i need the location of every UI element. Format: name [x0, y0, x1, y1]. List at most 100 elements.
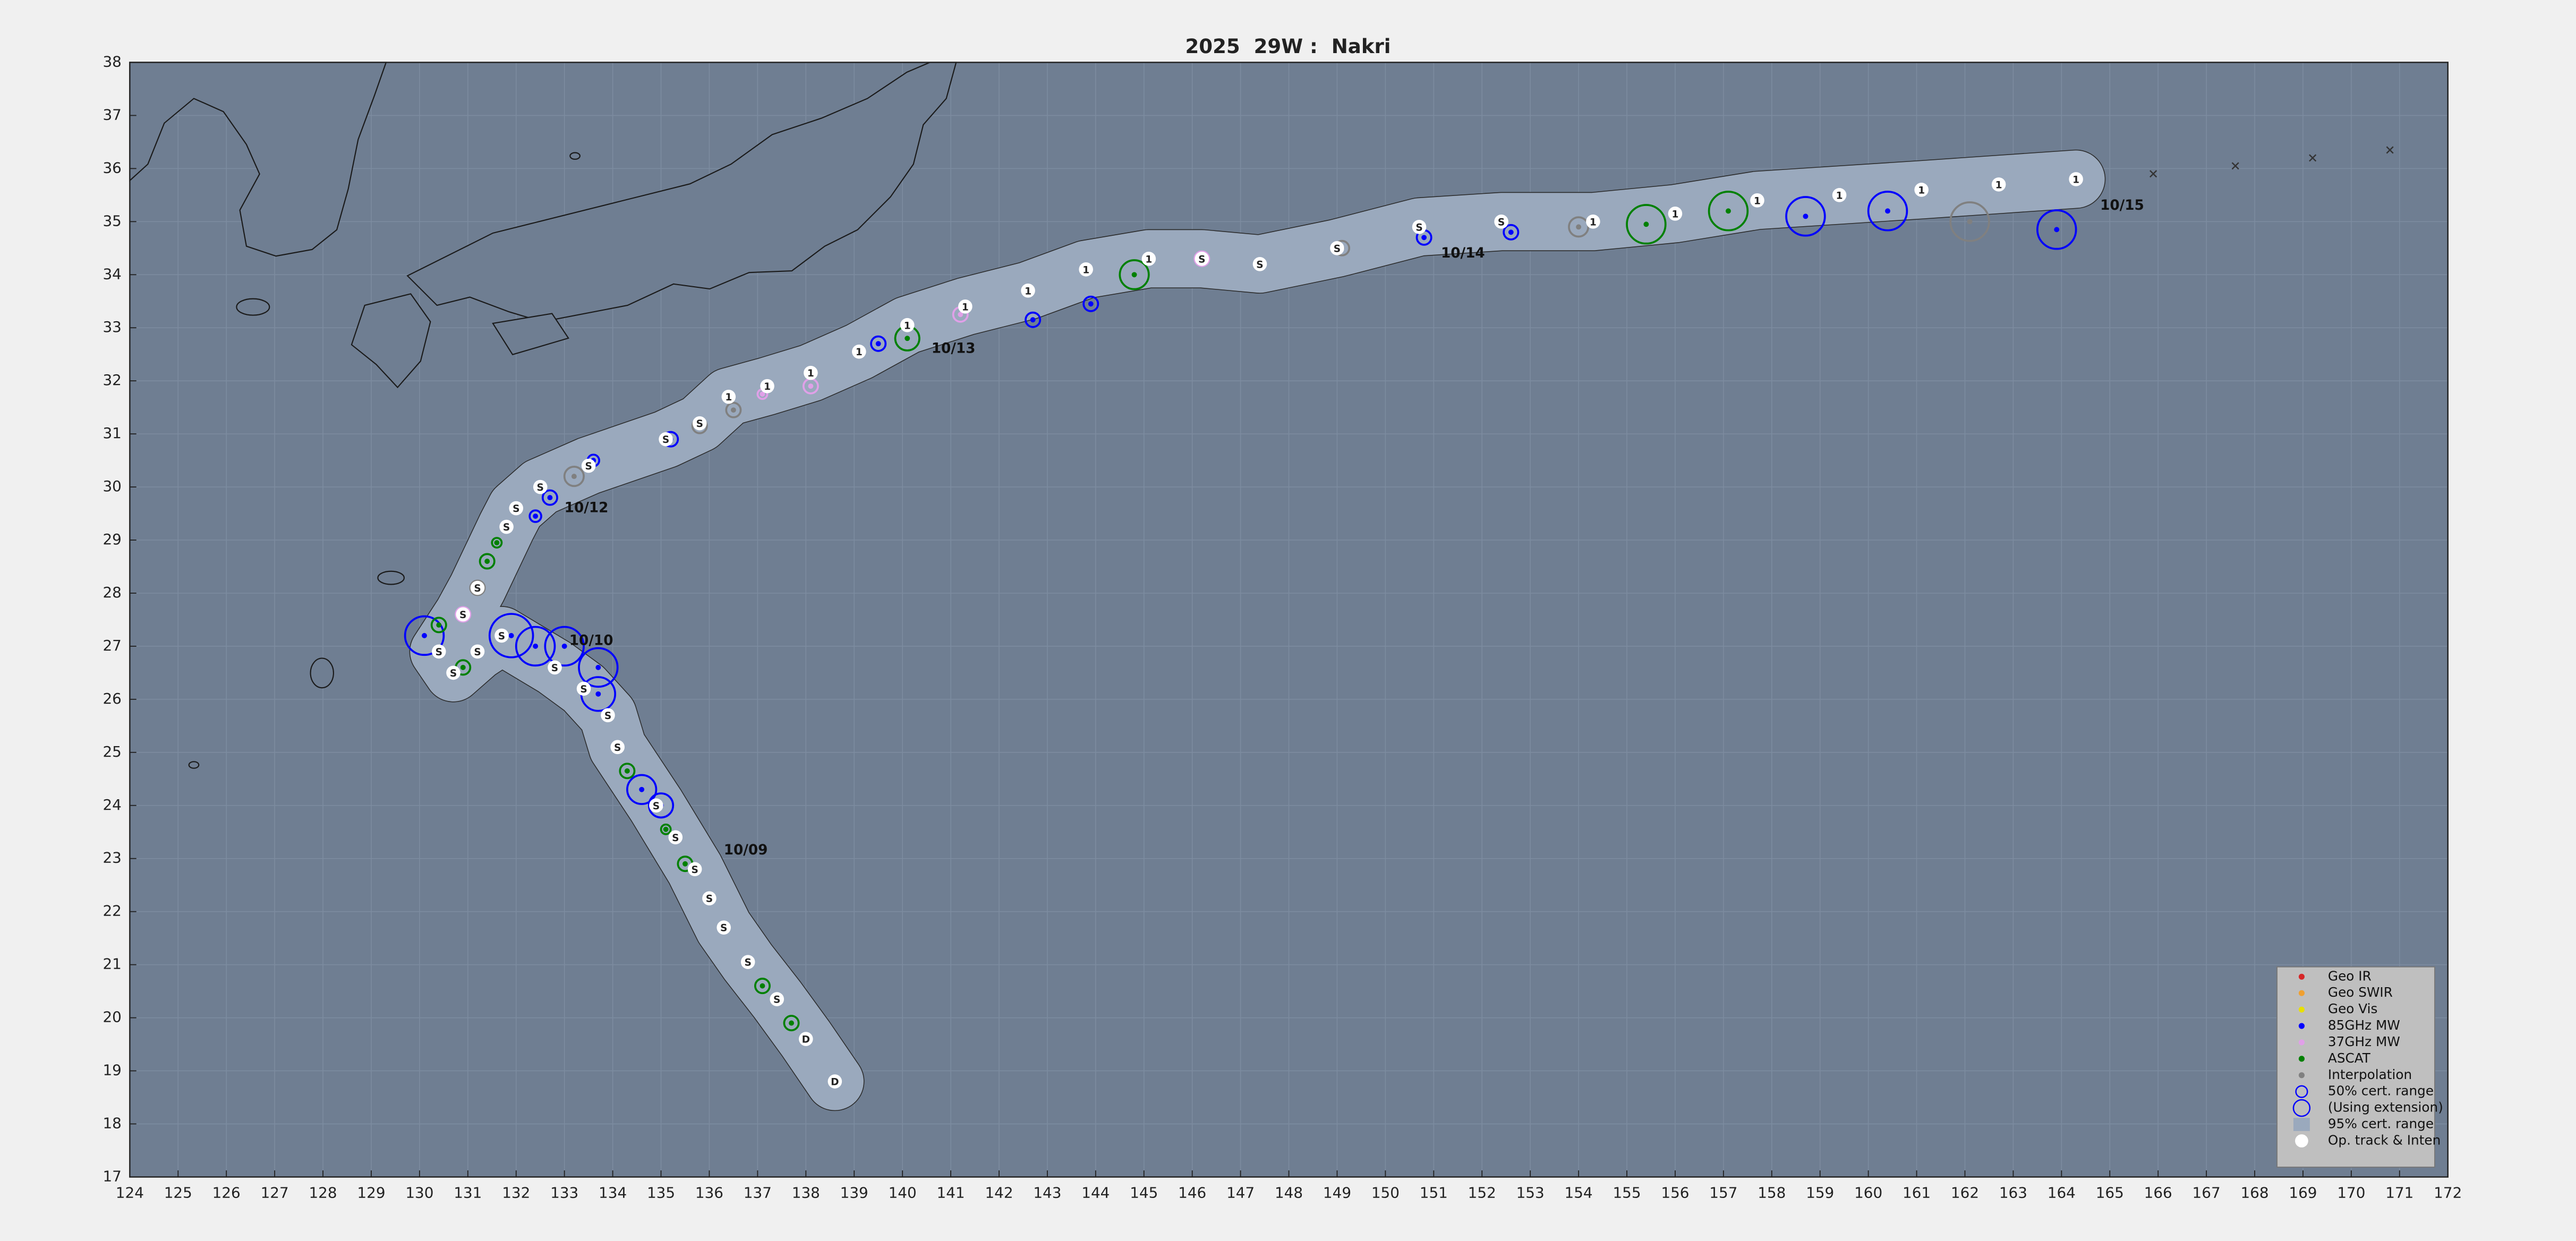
- envelope: [410, 150, 2105, 1110]
- y-tick-label: 31: [103, 424, 121, 442]
- fix-point: [624, 768, 630, 774]
- fix-point: [1421, 235, 1427, 241]
- x-tick-label: 156: [1661, 1184, 1689, 1201]
- chart-title: 2025 29W : Nakri: [1185, 35, 1391, 58]
- x-tick-label: 128: [309, 1184, 337, 1201]
- certainty-circle: [626, 774, 658, 805]
- track-point: [1991, 177, 2006, 192]
- fix-point: [595, 664, 601, 670]
- certainty-circle: [578, 647, 619, 688]
- y-tick-label: 23: [103, 849, 121, 867]
- certainty-circle: [488, 613, 534, 658]
- certainty-circle: [455, 606, 472, 623]
- certainty-circle: [1785, 196, 1826, 237]
- track-point: [958, 299, 973, 314]
- track-label: S: [1256, 259, 1263, 270]
- x-tick-label: 171: [2385, 1184, 2413, 1201]
- x-tick-label: 127: [261, 1184, 289, 1201]
- fix-point: [1803, 213, 1809, 219]
- track-label: S: [745, 957, 752, 969]
- legend-label: 37GHz MW: [2328, 1034, 2400, 1049]
- track-point: [1586, 215, 1600, 229]
- y-tick-label: 18: [103, 1114, 121, 1132]
- track-label: S: [653, 801, 660, 812]
- track-label: S: [706, 894, 713, 905]
- x-tick-label: 170: [2337, 1184, 2365, 1201]
- legend-marker: [2298, 1056, 2305, 1062]
- x-tick-label: 154: [1565, 1184, 1593, 1201]
- forecast-point: [2309, 154, 2317, 162]
- x-tick-label: 126: [212, 1184, 241, 1201]
- date-label: 10/10: [569, 632, 613, 648]
- fix-point: [1088, 301, 1094, 307]
- fix-point: [905, 336, 910, 341]
- track-label: S: [720, 923, 727, 934]
- track-label: 1: [1082, 264, 1089, 276]
- fix-point: [561, 643, 567, 649]
- y-tick-label: 30: [103, 477, 121, 495]
- x-tick-label: 125: [164, 1184, 192, 1201]
- track-point: [804, 365, 818, 380]
- track-label: S: [474, 583, 481, 594]
- certainty-circle: [469, 579, 486, 596]
- x-tick-label: 140: [889, 1184, 917, 1201]
- y-tick-label: 21: [103, 955, 121, 973]
- x-tick-label: 168: [2240, 1184, 2268, 1201]
- legend-marker: [2298, 990, 2305, 996]
- certainty-circle: [544, 626, 585, 667]
- legend-label: Op. track & Inten: [2328, 1132, 2441, 1148]
- fix-point: [760, 391, 765, 397]
- x-tick-label: 152: [1468, 1184, 1496, 1201]
- y-tick-label: 24: [103, 796, 121, 814]
- x-tick-label: 137: [744, 1184, 772, 1201]
- legend-label: Interpolation: [2328, 1067, 2412, 1082]
- certainty-circle: [541, 489, 558, 506]
- x-tick-label: 166: [2144, 1184, 2172, 1201]
- track-point: [456, 607, 471, 622]
- track-point: [649, 798, 663, 813]
- track-point: [446, 665, 460, 680]
- x-tick-label: 142: [985, 1184, 1013, 1201]
- legend-marker: [2298, 1072, 2305, 1079]
- legend-marker: [2293, 1118, 2310, 1131]
- track-point: [760, 379, 774, 393]
- track-point: [692, 416, 707, 431]
- y-tick-label: 19: [103, 1062, 121, 1079]
- x-tick-label: 147: [1226, 1184, 1255, 1201]
- x-tick-label: 129: [357, 1184, 385, 1201]
- x-tick-label: 132: [502, 1184, 530, 1201]
- track-point: [533, 480, 548, 494]
- track-label: 1: [1995, 179, 2002, 191]
- date-label: 10/14: [1441, 245, 1485, 261]
- x-tick-label: 145: [1130, 1184, 1158, 1201]
- x-tick-label: 124: [116, 1184, 144, 1201]
- track-point: [1750, 193, 1764, 208]
- certainty-circle: [1626, 204, 1667, 245]
- x-tick-label: 138: [792, 1184, 820, 1201]
- legend-label: ASCAT: [2328, 1050, 2371, 1066]
- grid: [129, 62, 2449, 1178]
- island: [236, 298, 270, 316]
- fix-point: [484, 559, 490, 564]
- x-tick-label: 155: [1613, 1184, 1641, 1201]
- y-tick-label: 34: [103, 265, 121, 283]
- x-tick-label: 172: [2434, 1184, 2462, 1201]
- track-point: [1914, 183, 1929, 197]
- legend-box: [2276, 966, 2435, 1168]
- fix-point: [436, 622, 442, 628]
- legend-marker: [2295, 1134, 2308, 1148]
- island: [377, 570, 405, 585]
- coastline: [406, 62, 957, 323]
- fix-point: [639, 786, 645, 792]
- coastline: [129, 62, 387, 257]
- x-tick-label: 150: [1371, 1184, 1400, 1201]
- fix-point: [1643, 221, 1649, 227]
- y-tick-label: 22: [103, 902, 121, 920]
- certainty-circle: [515, 626, 556, 667]
- legend-label: 50% cert. range: [2328, 1083, 2434, 1099]
- fix-point: [875, 341, 881, 347]
- track-point: [702, 891, 716, 905]
- forecast-point: [2231, 162, 2239, 170]
- x-tick-label: 139: [840, 1184, 868, 1201]
